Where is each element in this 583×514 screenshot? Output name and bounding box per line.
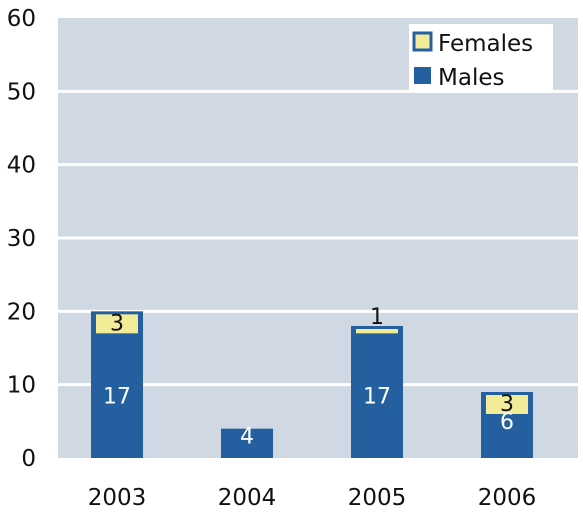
- legend-swatch-females: [412, 31, 433, 52]
- y-tick-label: 30: [7, 226, 36, 252]
- legend-box: [409, 24, 553, 93]
- y-tick-label: 50: [7, 79, 36, 105]
- y-tick-label: 0: [21, 446, 36, 472]
- x-tick-label: 2006: [478, 485, 537, 511]
- data-label-males: 4: [240, 425, 254, 450]
- legend-swatch-males: [414, 67, 431, 84]
- legend-label-males: Males: [438, 65, 504, 91]
- legend: Females Males: [409, 24, 553, 93]
- data-label-females: 1: [370, 305, 384, 330]
- legend-label-females: Females: [438, 31, 533, 57]
- bar-females: [96, 314, 138, 334]
- bar-females: [486, 395, 528, 414]
- y-tick-label: 60: [7, 6, 36, 32]
- bar-males: [221, 428, 273, 458]
- x-axis-ticks: 2003 2004 2005 2006: [88, 485, 537, 511]
- data-label-males: 6: [500, 410, 514, 435]
- x-tick-label: 2004: [218, 485, 277, 511]
- bar-males: [91, 311, 143, 458]
- y-tick-label: 40: [7, 153, 36, 179]
- gridlines: [58, 89, 578, 387]
- x-tick-label: 2003: [88, 485, 147, 511]
- bar-males: [351, 326, 403, 458]
- x-tick-label: 2005: [348, 485, 407, 511]
- y-tick-label: 20: [7, 299, 36, 325]
- data-label-males: 17: [103, 385, 131, 410]
- bar-females: [356, 329, 398, 334]
- data-label-females: 3: [110, 311, 124, 336]
- y-tick-label: 10: [7, 373, 36, 399]
- data-label-males: 17: [363, 385, 391, 410]
- y-axis-ticks: 0 10 20 30 40 50 60: [7, 6, 36, 472]
- data-label-females: 3: [500, 392, 514, 417]
